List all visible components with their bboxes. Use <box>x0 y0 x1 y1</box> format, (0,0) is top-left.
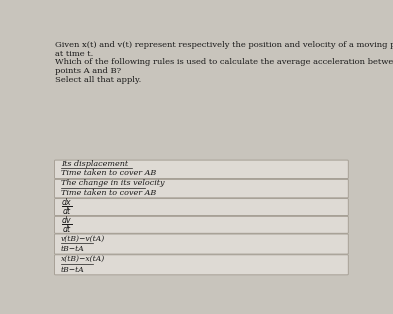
Text: tB−tA: tB−tA <box>61 245 84 253</box>
Text: Time taken to cover AB: Time taken to cover AB <box>61 169 156 177</box>
Text: Time taken to cover AB: Time taken to cover AB <box>61 189 156 197</box>
Text: $\frac{dv}{dt}$: $\frac{dv}{dt}$ <box>61 214 72 236</box>
FancyBboxPatch shape <box>55 255 348 275</box>
Text: x(tB)−x(tA): x(tB)−x(tA) <box>61 255 105 263</box>
Text: The change in its velocity: The change in its velocity <box>61 179 164 187</box>
FancyBboxPatch shape <box>55 234 348 254</box>
Text: at time t.: at time t. <box>55 50 94 57</box>
FancyBboxPatch shape <box>55 179 348 198</box>
Text: Which of the following rules is used to calculate the average acceleration betwe: Which of the following rules is used to … <box>55 58 393 67</box>
FancyBboxPatch shape <box>55 199 348 215</box>
Text: $\frac{dx}{dt}$: $\frac{dx}{dt}$ <box>61 196 72 218</box>
Text: Given x(t) and v(t) represent respectively the position and velocity of a moving: Given x(t) and v(t) represent respective… <box>55 41 393 49</box>
Text: points A and B?: points A and B? <box>55 67 121 75</box>
FancyBboxPatch shape <box>55 160 348 179</box>
Text: v(tB)−v(tA): v(tB)−v(tA) <box>61 235 105 242</box>
FancyBboxPatch shape <box>55 216 348 233</box>
Text: tB−tA: tB−tA <box>61 266 84 273</box>
Text: Select all that apply.: Select all that apply. <box>55 76 141 84</box>
Text: Its displacement: Its displacement <box>61 160 128 168</box>
